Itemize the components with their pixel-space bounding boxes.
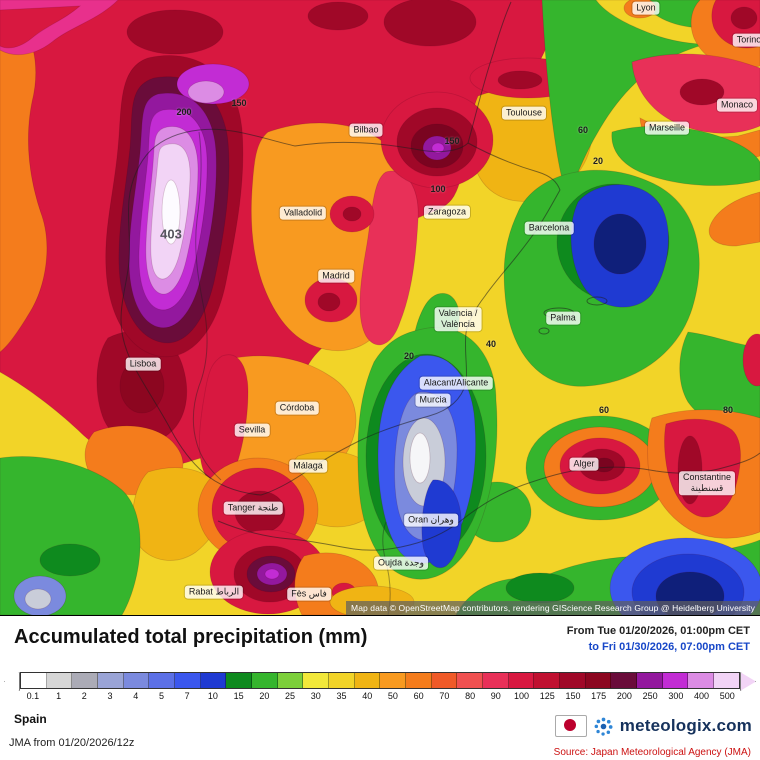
legend-value: 7 bbox=[184, 691, 190, 701]
precipitation-map[interactable]: Lyon Torino Monaco Marseille Toulouse Bilbao V… bbox=[0, 0, 760, 615]
region-label: Spain bbox=[14, 712, 47, 726]
legend-values: 0.1 1 2 3 4 5 7 10 15 20 25 30 35 40 50 60 70 80 90 100 125 1… bbox=[20, 691, 740, 701]
legend-value: 100 bbox=[514, 691, 530, 701]
legend-value: 2 bbox=[81, 691, 87, 701]
legend-segment bbox=[380, 673, 407, 688]
source-label: Source: Japan Meteorological Agency (JMA… bbox=[553, 747, 751, 758]
legend-value: 90 bbox=[490, 691, 501, 701]
legend-segment bbox=[354, 673, 381, 688]
legend-segment bbox=[303, 673, 330, 688]
legend: 0.1 1 2 3 4 5 7 10 15 20 25 30 35 40 50 60 70 80 90 100 125 1… bbox=[4, 672, 756, 701]
legend-value: 80 bbox=[465, 691, 476, 701]
legend-value: 500 bbox=[719, 691, 735, 701]
legend-segment bbox=[483, 673, 509, 688]
legend-segment bbox=[329, 673, 355, 688]
legend-segment bbox=[662, 673, 689, 688]
legend-value: 300 bbox=[668, 691, 684, 701]
legend-segment bbox=[637, 673, 663, 688]
japan-flag-icon bbox=[554, 715, 587, 737]
legend-value: 10 bbox=[207, 691, 218, 701]
map-title: Accumulated total precipitation (mm) bbox=[14, 626, 368, 648]
legend-segment bbox=[149, 673, 176, 688]
legend-value: 1 bbox=[56, 691, 62, 701]
legend-value: 70 bbox=[439, 691, 450, 701]
legend-arrow-left-icon bbox=[4, 672, 20, 691]
precipitation-map-svg bbox=[0, 0, 760, 615]
legend-value: 5 bbox=[158, 691, 164, 701]
legend-segment bbox=[252, 673, 278, 688]
legend-segment bbox=[560, 673, 586, 688]
legend-segment bbox=[46, 673, 73, 688]
brand-row: meteologix.com bbox=[554, 715, 752, 737]
legend-segment bbox=[123, 673, 150, 688]
legend-arrow-right-icon bbox=[740, 672, 756, 691]
legend-value: 200 bbox=[616, 691, 632, 701]
legend-value: 4 bbox=[133, 691, 139, 701]
legend-segment bbox=[200, 673, 227, 688]
legend-segment bbox=[534, 673, 561, 688]
legend-segment bbox=[98, 673, 124, 688]
legend-segment bbox=[611, 673, 638, 688]
legend-segment bbox=[175, 673, 201, 688]
legend-segment bbox=[72, 673, 99, 688]
legend-segment bbox=[226, 673, 253, 688]
brand-name[interactable]: meteologix.com bbox=[619, 716, 752, 735]
legend-value: 20 bbox=[259, 691, 270, 701]
legend-segment bbox=[585, 673, 612, 688]
legend-segment bbox=[406, 673, 432, 688]
footer-panel: Accumulated total precipitation (mm) Fro… bbox=[0, 615, 760, 760]
legend-value: 175 bbox=[591, 691, 607, 701]
legend-segment bbox=[688, 673, 715, 688]
valid-to: to Fri 01/30/2026, 07:00pm CET bbox=[588, 640, 750, 653]
legend-bar bbox=[20, 672, 740, 689]
model-run-label: JMA from 01/20/2026/12z bbox=[9, 737, 135, 749]
legend-value: 40 bbox=[362, 691, 373, 701]
legend-segment bbox=[431, 673, 458, 688]
legend-value: 400 bbox=[694, 691, 710, 701]
legend-bar-column: 0.1 1 2 3 4 5 7 10 15 20 25 30 35 40 50 60 70 80 90 100 125 1… bbox=[20, 672, 740, 701]
legend-segment bbox=[714, 673, 739, 688]
legend-value: 60 bbox=[413, 691, 424, 701]
valid-from: From Tue 01/20/2026, 01:00pm CET bbox=[566, 625, 750, 637]
meteologix-logo-icon bbox=[594, 717, 613, 736]
legend-value: 30 bbox=[310, 691, 321, 701]
legend-segment bbox=[508, 673, 535, 688]
legend-value: 150 bbox=[565, 691, 581, 701]
legend-value: 15 bbox=[233, 691, 244, 701]
valid-period: From Tue 01/20/2026, 01:00pm CET to Fri … bbox=[567, 624, 750, 656]
legend-segment bbox=[21, 673, 47, 688]
legend-value: 0.1 bbox=[26, 691, 40, 701]
legend-value: 25 bbox=[285, 691, 296, 701]
legend-segment bbox=[457, 673, 484, 688]
legend-value: 50 bbox=[387, 691, 398, 701]
map-attribution[interactable]: Map data © OpenStreetMap contributors, r… bbox=[346, 601, 760, 615]
legend-value: 35 bbox=[336, 691, 347, 701]
legend-value: 250 bbox=[642, 691, 658, 701]
legend-value: 125 bbox=[539, 691, 555, 701]
legend-value: 3 bbox=[107, 691, 113, 701]
legend-segment bbox=[277, 673, 304, 688]
